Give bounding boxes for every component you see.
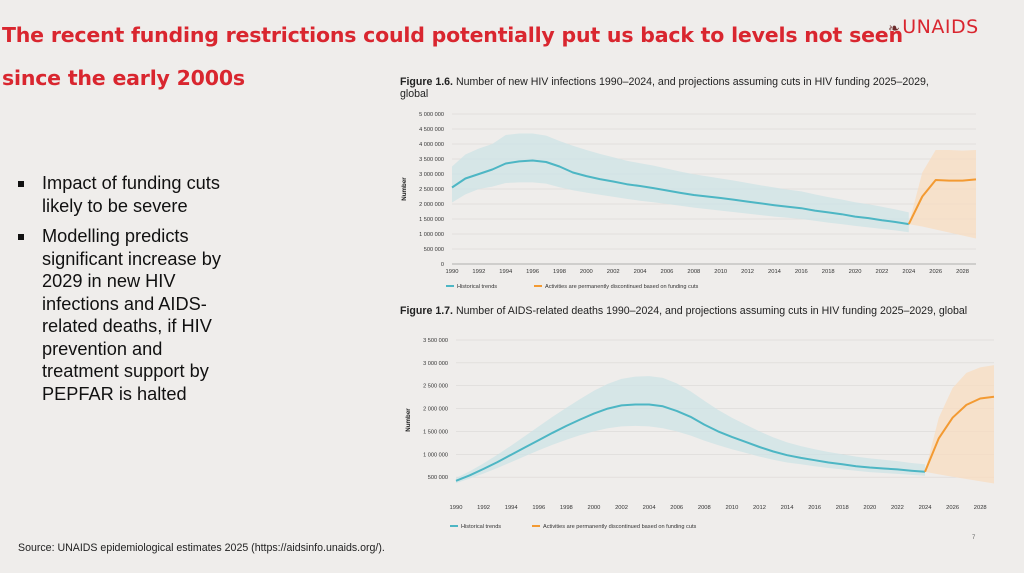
projection-uncertainty-band xyxy=(908,150,976,239)
headline-line-1: The recent funding restrictions could po… xyxy=(2,23,903,47)
x-tick-label: 2018 xyxy=(836,505,849,511)
figure-1-label: Figure 1.6. xyxy=(400,76,453,88)
y-tick-label: 1 500 000 xyxy=(419,217,444,223)
x-tick-label: 2016 xyxy=(795,269,808,275)
y-axis-label: Number xyxy=(401,177,408,201)
historical-uncertainty-band xyxy=(456,376,925,484)
x-tick-label: 2012 xyxy=(741,269,754,275)
x-tick-label: 1998 xyxy=(560,505,573,511)
x-tick-label: 2016 xyxy=(808,505,821,511)
y-tick-label: 2 500 000 xyxy=(419,187,444,193)
y-tick-label: 1 500 000 xyxy=(423,429,448,435)
x-tick-label: 2004 xyxy=(643,505,657,511)
bullet-text: Impact of funding cuts likely to be seve… xyxy=(42,173,220,216)
figure-2-label: Figure 1.7. xyxy=(400,305,453,317)
headline-line-2: since the early 2000s xyxy=(2,66,245,90)
figure-1-caption: Figure 1.6. Number of new HIV infections… xyxy=(400,76,960,100)
historical-trend-line xyxy=(451,159,909,226)
x-tick-label: 2014 xyxy=(768,269,782,275)
x-tick-label: 2000 xyxy=(580,269,593,275)
unaids-ribbon-icon: ❧ xyxy=(888,21,901,37)
headline: The recent funding restrictions could po… xyxy=(2,14,903,100)
y-tick-label: 0 xyxy=(441,262,444,268)
legend-label-projection: Activities are permanently discontinued … xyxy=(545,284,699,290)
y-tick-label: 1 000 000 xyxy=(423,452,448,458)
y-tick-label: 500 000 xyxy=(424,247,444,253)
y-tick-label: 3 500 000 xyxy=(423,338,448,344)
x-tick-label: 2008 xyxy=(687,269,700,275)
x-tick-label: 1996 xyxy=(532,505,545,511)
bullet-item: Impact of funding cuts likely to be seve… xyxy=(18,172,238,217)
x-tick-label: 2002 xyxy=(615,505,628,511)
x-tick-label: 2008 xyxy=(698,505,711,511)
figure-2-caption: Figure 1.7. Number of AIDS-related death… xyxy=(400,305,1000,317)
y-tick-label: 500 000 xyxy=(428,475,448,481)
projection-uncertainty-band xyxy=(925,365,994,484)
x-tick-label: 2028 xyxy=(956,269,969,275)
y-tick-label: 3 000 000 xyxy=(423,361,448,367)
new-infections-chart: 0 500 000 1 000 000 1 500 000 2 000 000 2 500… xyxy=(401,112,977,290)
legend-label-historical: Historical trends xyxy=(457,284,497,290)
legend-label-projection: Activities are permanently discontinued … xyxy=(543,524,697,530)
x-tick-label: 2010 xyxy=(725,505,738,511)
projection-line xyxy=(907,178,977,225)
x-tick-label: 2000 xyxy=(587,505,600,511)
bullet-text: Modelling predicts significant increase … xyxy=(42,226,221,404)
x-tick-label: 1994 xyxy=(499,269,513,275)
x-tick-label: 2010 xyxy=(714,269,727,275)
x-tick-label: 2020 xyxy=(863,505,876,511)
y-tick-label: 3 500 000 xyxy=(419,157,444,163)
x-tick-label: 2024 xyxy=(919,505,933,511)
x-tick-label: 2018 xyxy=(822,269,835,275)
x-tick-label: 2024 xyxy=(902,269,916,275)
x-tick-label: 2026 xyxy=(929,269,942,275)
y-tick-label: 2 500 000 xyxy=(423,384,448,390)
legend-label-historical: Historical trends xyxy=(461,524,501,530)
x-tick-label: 2022 xyxy=(875,269,888,275)
x-tick-label: 1992 xyxy=(477,505,490,511)
x-tick-label: 1994 xyxy=(505,505,519,511)
x-tick-label: 2006 xyxy=(661,269,674,275)
bullet-marker xyxy=(18,234,24,240)
y-tick-label: 4 500 000 xyxy=(419,127,444,133)
projection-line xyxy=(924,395,995,473)
source-note: Source: UNAIDS epidemiological estimates… xyxy=(18,542,385,554)
x-tick-label: 1996 xyxy=(526,269,539,275)
y-tick-label: 4 000 000 xyxy=(419,142,444,148)
x-tick-label: 2022 xyxy=(891,505,904,511)
y-tick-label: 1 000 000 xyxy=(419,232,444,238)
x-tick-label: 2012 xyxy=(753,505,766,511)
x-tick-label: 2006 xyxy=(670,505,683,511)
y-tick-label: 2 000 000 xyxy=(419,202,444,208)
x-tick-label: 1998 xyxy=(553,269,566,275)
unaids-logo: ❧ UNAIDS xyxy=(888,16,979,38)
x-tick-label: 2026 xyxy=(946,505,959,511)
y-tick-label: 2 000 000 xyxy=(423,407,448,413)
x-tick-label: 2004 xyxy=(634,269,648,275)
y-axis-label: Number xyxy=(405,408,412,432)
figure-2-caption-text: Number of AIDS-related deaths 1990–2024,… xyxy=(455,305,968,317)
logo-text: UNAIDS xyxy=(902,16,979,38)
x-tick-label: 2020 xyxy=(849,269,862,275)
historical-uncertainty-band xyxy=(452,133,909,233)
x-tick-label: 1992 xyxy=(472,269,485,275)
y-tick-label: 5 000 000 xyxy=(419,112,444,118)
historical-trend-line xyxy=(455,403,926,482)
x-tick-label: 1990 xyxy=(446,269,459,275)
y-tick-label: 3 000 000 xyxy=(419,172,444,178)
aids-deaths-chart: 500 000 1 000 000 1 500 000 2 000 000 2 500 … xyxy=(405,338,995,530)
bullet-list: Impact of funding cuts likely to be seve… xyxy=(18,172,238,413)
x-tick-label: 1990 xyxy=(450,505,463,511)
x-tick-label: 2014 xyxy=(781,505,795,511)
page-number: 7 xyxy=(972,535,976,541)
x-tick-label: 2002 xyxy=(607,269,620,275)
bullet-item: Modelling predicts significant increase … xyxy=(18,225,238,405)
x-tick-label: 2028 xyxy=(974,505,987,511)
bullet-marker xyxy=(18,181,24,187)
figure-1-caption-text: Number of new HIV infections 1990–2024, … xyxy=(400,76,929,100)
